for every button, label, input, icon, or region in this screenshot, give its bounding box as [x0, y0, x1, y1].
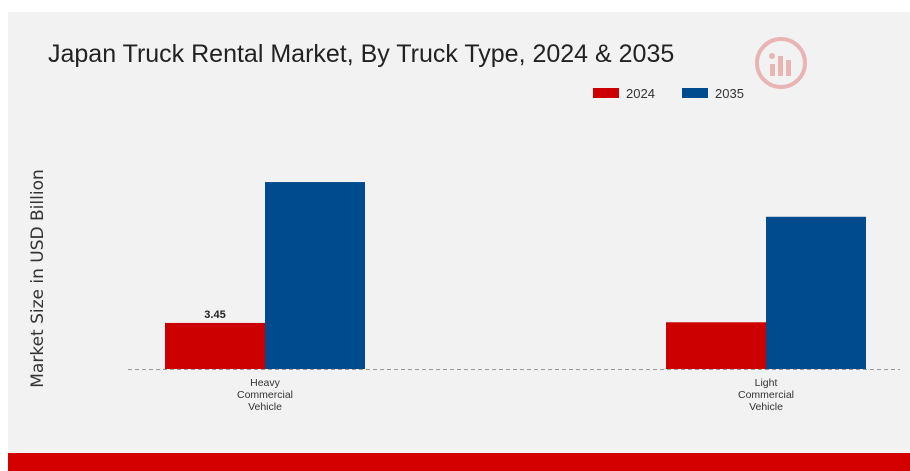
legend-swatch-2035: [682, 88, 708, 98]
y-axis-label: Market Size in USD Billion: [28, 169, 48, 388]
x-tick-label-1-1: Commercial: [738, 389, 794, 401]
legend-label-2024: 2024: [626, 86, 655, 101]
x-tick-label-1-0: Light: [755, 377, 778, 389]
legend-swatch-2024: [593, 88, 619, 98]
bar-2024-0: [165, 322, 265, 369]
data-label-0: 3.45: [204, 309, 225, 321]
bar-2035-0: [265, 182, 365, 369]
x-tick-label-1-2: Vehicle: [749, 401, 783, 413]
footer-bar: [8, 453, 910, 471]
x-tick-label-0-2: Vehicle: [248, 401, 282, 413]
bar-2024-1: [666, 322, 766, 369]
chart-title: Japan Truck Rental Market, By Truck Type…: [48, 40, 675, 68]
chart-card: [8, 12, 910, 453]
x-tick-label-0-1: Commercial: [237, 389, 293, 401]
x-tick-label-0-0: Heavy: [250, 377, 281, 389]
bar-2035-1: [766, 216, 866, 369]
legend-label-2035: 2035: [715, 86, 744, 101]
market-research-logo-icon: [755, 37, 807, 89]
